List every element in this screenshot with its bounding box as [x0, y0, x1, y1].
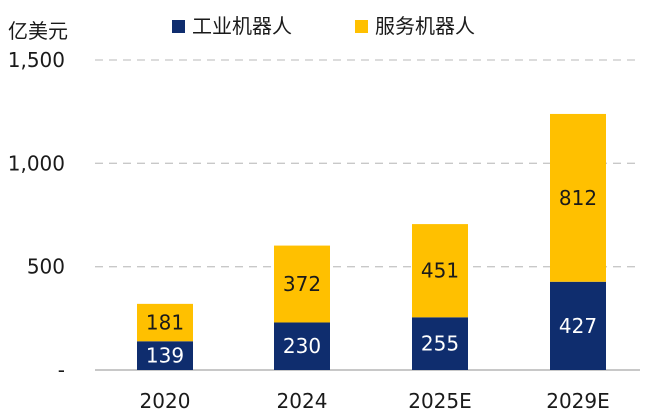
y-tick-label: 500	[27, 255, 65, 279]
data-label: 372	[283, 272, 321, 296]
bar-industrial-2020	[137, 341, 193, 370]
legend: 工业机器人 服务机器人	[172, 14, 475, 38]
x-axis-ticks: 2020 2024 2025E 2029E	[140, 389, 610, 413]
gridlines	[95, 59, 640, 268]
legend-label-industrial: 工业机器人	[192, 14, 292, 38]
bar-industrial-2024	[274, 322, 330, 370]
x-tick-label: 2025E	[408, 389, 472, 413]
y-tick-label: 1,500	[8, 48, 65, 72]
x-tick-label: 2029E	[546, 389, 610, 413]
legend-label-service: 服务机器人	[375, 14, 475, 38]
y-axis-ticks: - 500 1,000 1,500	[8, 48, 65, 382]
data-label: 139	[146, 344, 184, 368]
data-label: 181	[146, 311, 184, 335]
legend-swatch-service	[355, 20, 368, 33]
legend-swatch-industrial	[172, 20, 185, 33]
bars: 139 181 230 372 255 451 427 812	[137, 113, 606, 370]
data-label: 451	[421, 259, 459, 283]
data-label: 812	[559, 186, 597, 210]
bar-service-2024	[274, 245, 330, 323]
data-label: 427	[559, 314, 597, 338]
x-tick-label: 2024	[277, 389, 328, 413]
y-axis-unit-label: 亿美元	[8, 19, 68, 43]
bar-service-2020	[137, 303, 193, 342]
data-label: 230	[283, 334, 321, 358]
bar-industrial-2029E	[550, 281, 606, 370]
x-tick-label: 2020	[140, 389, 191, 413]
data-label: 255	[421, 332, 459, 356]
bar-service-2025E	[412, 224, 468, 318]
y-tick-label: -	[58, 358, 65, 382]
bar-industrial-2025E	[412, 317, 468, 370]
y-tick-label: 1,000	[8, 151, 65, 175]
bar-service-2029E	[550, 113, 606, 282]
